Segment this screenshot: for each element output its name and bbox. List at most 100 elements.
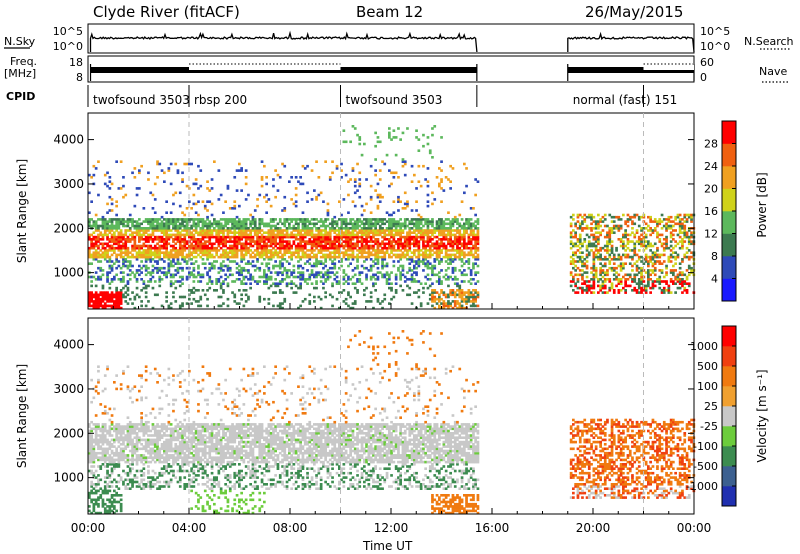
heatmap-cell — [140, 255, 143, 259]
heatmap-cell — [249, 224, 252, 228]
heatmap-cell — [226, 255, 230, 259]
heatmap-cell — [201, 238, 205, 241]
heatmap-cell — [569, 271, 573, 274]
heatmap-cell — [276, 233, 280, 237]
heatmap-cell — [685, 235, 689, 239]
heatmap-cell — [233, 200, 237, 203]
heatmap-cell — [599, 255, 602, 259]
heatmap-cell — [194, 227, 198, 230]
heatmap-cell — [347, 193, 350, 197]
heatmap-cell — [415, 280, 418, 283]
heatmap-cell — [122, 258, 125, 261]
heatmap-cell — [267, 286, 271, 290]
heatmap-cell — [231, 218, 234, 221]
heatmap-cell — [247, 297, 250, 301]
heatmap-cell — [569, 246, 573, 250]
heatmap-cell — [306, 191, 309, 195]
heatmap-cell — [401, 231, 405, 234]
heatmap-cell — [299, 229, 302, 232]
heatmap-cell — [167, 229, 171, 232]
heatmap-cell — [658, 240, 662, 243]
heatmap-cell — [424, 233, 427, 237]
heatmap-cell — [167, 251, 171, 254]
heatmap-cell — [467, 242, 471, 246]
heatmap-cell — [403, 173, 407, 177]
heatmap-cell — [624, 233, 627, 237]
heatmap-cell — [183, 224, 187, 228]
heatmap-cell — [678, 235, 682, 239]
heatmap-cell — [367, 253, 371, 257]
heatmap-cell — [126, 249, 130, 252]
heatmap-cell — [678, 227, 682, 230]
heatmap-cell — [415, 209, 418, 212]
heatmap-cell — [158, 269, 162, 272]
heatmap-cell — [460, 264, 464, 268]
heatmap-cell — [108, 240, 112, 243]
heatmap-cell — [594, 222, 598, 226]
heatmap-cell — [435, 227, 439, 230]
heatmap-cell — [376, 207, 380, 210]
heatmap-cell — [433, 246, 437, 250]
heatmap-cell — [397, 266, 400, 270]
heatmap-cell — [183, 213, 187, 217]
heatmap-cell — [288, 227, 291, 230]
heatmap-cell — [106, 211, 109, 214]
heatmap-cell — [174, 218, 178, 221]
heatmap-cell — [244, 233, 248, 237]
heatmap-cell — [163, 260, 166, 263]
heatmap-cell — [183, 246, 187, 250]
heatmap-cell — [147, 266, 150, 270]
heatmap-cell — [674, 275, 677, 279]
heatmap-cell — [399, 258, 402, 261]
heatmap-cell — [649, 273, 652, 277]
heatmap-cell — [413, 249, 416, 252]
heatmap-cell — [269, 238, 273, 241]
heatmap-cell — [94, 222, 98, 226]
heatmap-cell — [592, 266, 596, 270]
heatmap-cell — [149, 273, 153, 277]
heatmap-cell — [235, 302, 239, 305]
heatmap-cell — [367, 251, 371, 254]
heatmap-cell — [122, 176, 125, 179]
heatmap-cell — [415, 244, 418, 248]
heatmap-cell — [131, 238, 134, 241]
heatmap-cell — [92, 474, 96, 477]
heatmap-cell — [351, 249, 355, 252]
heatmap-cell — [113, 304, 116, 308]
heatmap-cell — [160, 240, 164, 243]
heatmap-cell — [247, 229, 250, 232]
heatmap-cell — [278, 249, 282, 252]
heatmap-cell — [467, 235, 471, 239]
heatmap-cell — [126, 224, 130, 228]
heatmap-cell — [294, 235, 298, 239]
heatmap-cell — [374, 169, 377, 172]
heatmap-cell — [258, 229, 262, 232]
heatmap-cell — [392, 176, 396, 179]
heatmap-cell — [294, 229, 298, 232]
heatmap-cell — [428, 246, 432, 250]
heatmap-cell — [383, 297, 387, 301]
heatmap-cell — [440, 222, 443, 226]
heatmap-cell — [160, 266, 164, 270]
heatmap-cell — [401, 164, 405, 168]
heatmap-cell — [299, 231, 302, 234]
heatmap-cell — [349, 249, 352, 252]
heatmap-cell — [315, 282, 318, 285]
heatmap-cell — [176, 258, 180, 261]
heatmap-cell — [240, 249, 243, 252]
heatmap-cell — [178, 227, 182, 230]
heatmap-cell — [422, 255, 425, 259]
heatmap-cell — [444, 229, 448, 232]
heatmap-cell — [374, 222, 377, 226]
heatmap-cell — [208, 200, 212, 203]
heatmap-cell — [94, 242, 98, 246]
heatmap-cell — [453, 240, 457, 243]
heatmap-cell — [92, 235, 96, 239]
heatmap-cell — [592, 273, 596, 277]
heatmap-cell — [324, 235, 327, 239]
heatmap-cell — [665, 227, 668, 230]
heatmap-cell — [178, 249, 182, 252]
heatmap-cell — [201, 220, 205, 223]
heatmap-cell — [624, 222, 627, 226]
heatmap-cell — [474, 240, 477, 243]
